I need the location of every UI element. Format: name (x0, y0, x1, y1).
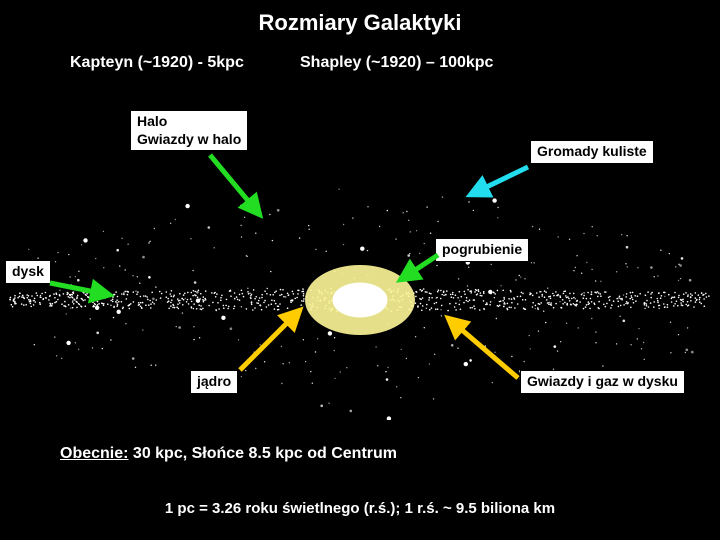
page-title: Rozmiary Galaktyki (0, 10, 720, 36)
label-dysk: dysk (5, 260, 51, 284)
label-pogrubienie: pogrubienie (435, 238, 529, 262)
label-jadro: jądro (190, 370, 238, 394)
footer-now-rest: 30 kpc, Słońce 8.5 kpc od Centrum (128, 445, 397, 462)
footer-now: Obecnie: 30 kpc, Słońce 8.5 kpc od Centr… (60, 445, 397, 463)
subline-kapteyn: Kapteyn (~1920) - 5kpc (70, 54, 244, 72)
footer-conversion: 1 pc = 3.26 roku świetlnego (r.ś.); 1 r.… (0, 500, 720, 517)
subline-shapley: Shapley (~1920) – 100kpc (300, 54, 493, 72)
label-halo: Halo Gwiazdy w halo (130, 110, 248, 151)
label-dysk-gaz: Gwiazdy i gaz w dysku (520, 370, 685, 394)
label-gromady: Gromady kuliste (530, 140, 654, 164)
footer-now-label: Obecnie: (60, 445, 128, 462)
